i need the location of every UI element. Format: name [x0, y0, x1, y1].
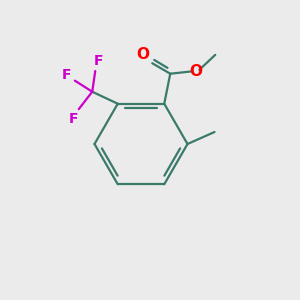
- Text: O: O: [189, 64, 202, 79]
- Text: F: F: [94, 54, 103, 68]
- Text: O: O: [136, 47, 149, 62]
- Text: F: F: [62, 68, 71, 82]
- Text: F: F: [69, 112, 78, 126]
